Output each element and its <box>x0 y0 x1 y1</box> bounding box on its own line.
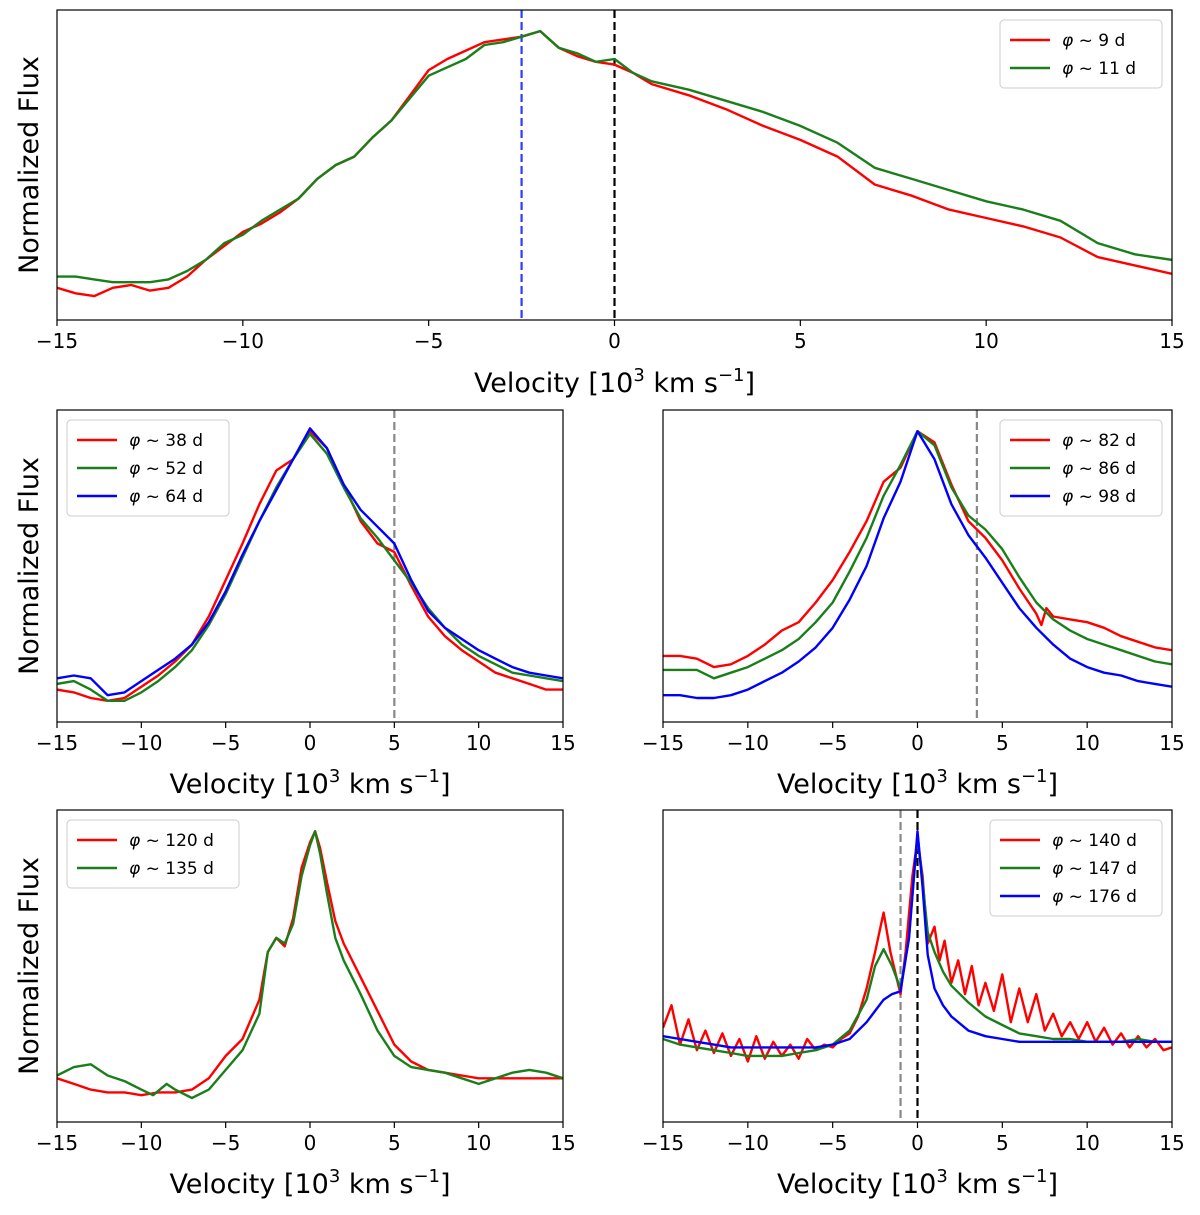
x-tick-label: −15 <box>642 731 684 755</box>
series-line-98-d <box>663 430 1172 700</box>
y-axis-label: Normalized Flux <box>14 457 45 675</box>
x-tick-label: 5 <box>996 731 1009 755</box>
x-tick-label: 10 <box>1074 1131 1099 1155</box>
x-tick-label: 15 <box>1159 731 1184 755</box>
series-line-38-d <box>57 430 563 702</box>
series-line-135-d <box>57 830 563 1100</box>
x-tick-label: −5 <box>211 731 240 755</box>
series-line-11-d <box>57 29 1172 284</box>
panel-5: −15 −10 −5 0 5 10 15 Velocity [103 km s−1] φ ~ 1… <box>642 809 1185 1200</box>
x-tick-label: −5 <box>818 1131 847 1155</box>
legend-label: φ ~ 82 d <box>1062 431 1136 451</box>
series-line-82-d <box>663 430 1172 669</box>
x-tick-label: −15 <box>36 731 78 755</box>
x-axis-label: Velocity [103 km s−1] <box>169 766 450 800</box>
legend-label: φ ~ 176 d <box>1052 887 1137 907</box>
x-tick-label: 0 <box>304 731 317 755</box>
x-tick-label: −10 <box>727 1131 769 1155</box>
x-tick-label: 10 <box>466 731 491 755</box>
x-tick-label: 15 <box>550 1131 575 1155</box>
series-line-9-d <box>57 29 1172 298</box>
legend-label: φ ~ 64 d <box>129 487 203 507</box>
legend-label: φ ~ 140 d <box>1052 831 1137 851</box>
y-axis-label: Normalized Flux <box>14 857 45 1075</box>
x-tick-label: −10 <box>727 731 769 755</box>
x-tick-label: 10 <box>466 1131 491 1155</box>
x-axis-label: Velocity [103 km s−1] <box>777 766 1058 800</box>
panel-4: −15 −10 −5 0 5 10 15 Velocity [103 km s−1] Norma… <box>14 809 576 1200</box>
x-tick-label: −5 <box>818 731 847 755</box>
legend-box <box>999 419 1163 517</box>
x-axis-label: Velocity [103 km s−1] <box>777 1166 1058 1200</box>
x-tick-label: −5 <box>211 1131 240 1155</box>
legend: φ ~ 82 d φ ~ 86 d φ ~ 98 d <box>999 419 1163 517</box>
x-tick-label: −15 <box>36 1131 78 1155</box>
x-tick-label: −10 <box>120 731 162 755</box>
legend: φ ~ 9 d φ ~ 11 d <box>999 19 1163 89</box>
legend-label: φ ~ 147 d <box>1052 859 1137 879</box>
legend-label: φ ~ 11 d <box>1062 59 1136 79</box>
x-tick-label: −10 <box>120 1131 162 1155</box>
legend-box <box>66 819 240 889</box>
legend: φ ~ 38 d φ ~ 52 d φ ~ 64 d <box>66 419 230 517</box>
x-axis-label: Velocity [103 km s−1] <box>474 365 755 399</box>
x-tick-label: 5 <box>388 731 401 755</box>
legend-box <box>999 19 1163 89</box>
x-tick-label: 5 <box>996 1131 1009 1155</box>
x-tick-label: 0 <box>911 731 924 755</box>
legend-label: φ ~ 38 d <box>129 431 203 451</box>
legend: φ ~ 140 d φ ~ 147 d φ ~ 176 d <box>989 819 1163 917</box>
legend-label: φ ~ 86 d <box>1062 459 1136 479</box>
series-line-64-d <box>57 427 563 697</box>
legend: φ ~ 120 d φ ~ 135 d <box>66 819 240 889</box>
panel-3: −15 −10 −5 0 5 10 15 Velocity [103 km s−1] φ ~ 8… <box>642 409 1185 800</box>
panel-1: −15 −10 −5 0 5 10 15 Velocity [103 km s−1] Norma… <box>14 9 1185 399</box>
legend-label: φ ~ 9 d <box>1062 31 1125 51</box>
x-tick-label: −15 <box>36 329 78 353</box>
x-tick-label: −15 <box>642 1131 684 1155</box>
x-tick-label: 10 <box>973 329 998 353</box>
x-tick-label: −10 <box>222 329 264 353</box>
legend-label: φ ~ 98 d <box>1062 487 1136 507</box>
x-tick-label: 0 <box>608 329 621 353</box>
x-tick-label: −5 <box>414 329 443 353</box>
legend-box <box>989 819 1163 917</box>
legend-label: φ ~ 52 d <box>129 459 203 479</box>
x-tick-label: 5 <box>794 329 807 353</box>
x-tick-label: 15 <box>1159 329 1184 353</box>
x-tick-label: 10 <box>1074 731 1099 755</box>
series-line-176-d <box>663 830 1172 1049</box>
legend-label: φ ~ 120 d <box>129 831 214 851</box>
x-tick-label: 0 <box>304 1131 317 1155</box>
series-line-52-d <box>57 432 563 702</box>
x-tick-label: 0 <box>911 1131 924 1155</box>
legend-box <box>66 419 230 517</box>
x-tick-label: 15 <box>550 731 575 755</box>
legend-label: φ ~ 135 d <box>129 859 214 879</box>
x-tick-label: 15 <box>1159 1131 1184 1155</box>
panel-2: −15 −10 −5 0 5 10 15 Velocity [103 km s−1] Norma… <box>14 409 576 800</box>
x-axis-label: Velocity [103 km s−1] <box>169 1166 450 1200</box>
y-axis-label: Normalized Flux <box>14 56 45 274</box>
x-tick-label: 5 <box>388 1131 401 1155</box>
